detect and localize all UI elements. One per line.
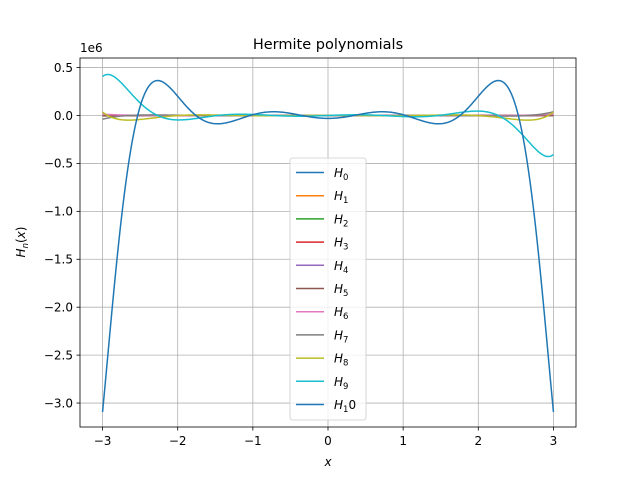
legend-label: H7 [334, 328, 348, 345]
legend-label-sub: 9 [343, 382, 348, 392]
legend-label-base: H [334, 259, 343, 273]
legend-label-sub: 6 [343, 312, 348, 322]
x-tick-label: −3 [94, 434, 112, 448]
y-axis-ticks: 0.5 0.0 −0.5 −1.0 −1.5 −2.0 −2.5 −3.0 [44, 61, 80, 410]
y-tick-label: −1.0 [44, 205, 73, 219]
y-tick-label: −3.0 [44, 396, 73, 410]
legend-label-sub: 1 [343, 196, 348, 206]
y-label-x: x [14, 230, 28, 239]
y-tick-label: −0.5 [44, 157, 73, 171]
y-label-sub: n [21, 243, 31, 248]
legend-label-base: H [334, 398, 343, 412]
y-tick-label: −2.5 [44, 348, 73, 362]
legend-box [289, 157, 367, 421]
y-tick-label: −2.0 [44, 300, 73, 314]
legend-label: H2 [334, 212, 348, 229]
series-line-9 [102, 73, 554, 158]
y-axis-offset-label: 1e6 [80, 41, 103, 55]
legend-label: H10 [334, 398, 356, 415]
legend-label-base: H [334, 282, 343, 296]
legend-label-sub: 4 [343, 266, 348, 276]
legend-label: H6 [334, 305, 348, 322]
legend-label-base: H [334, 236, 343, 250]
x-axis-label: x [323, 455, 332, 469]
y-tick-label: −1.5 [44, 253, 73, 267]
legend-label-base: H [334, 375, 343, 389]
series-line-10 [101, 79, 555, 413]
chart-title: Hermite polynomials [253, 37, 403, 53]
legend-label-tail: 0 [348, 398, 356, 412]
legend-label: H1 [334, 189, 348, 206]
legend-label-sub: 8 [343, 359, 348, 369]
x-tick-label: −2 [169, 434, 187, 448]
legend-label-base: H [334, 305, 343, 319]
legend-label-base: H [334, 328, 343, 342]
legend-label: H9 [334, 375, 348, 392]
legend-label-sub: 1 [343, 405, 348, 415]
legend-label: H4 [334, 259, 348, 276]
legend-label-sub: 2 [343, 219, 348, 229]
legend-label: H8 [334, 352, 348, 369]
x-tick-label: 2 [474, 434, 482, 448]
legend-label-sub: 7 [343, 335, 348, 345]
legend-label: H3 [334, 236, 348, 253]
x-axis-ticks: −3 −2 −1 0 1 2 3 [94, 427, 558, 448]
y-label-h: H [14, 248, 28, 257]
legend-label: H5 [334, 282, 348, 299]
x-tick-label: 0 [324, 434, 332, 448]
y-tick-label: 0.5 [54, 61, 73, 75]
series-lines [101, 73, 555, 413]
x-tick-label: 3 [550, 434, 558, 448]
y-tick-label: 0.0 [54, 109, 73, 123]
y-label-close: ) [14, 227, 28, 232]
legend-label-sub: 0 [343, 173, 348, 183]
legend-label-sub: 3 [343, 243, 348, 253]
x-tick-label: −1 [244, 434, 262, 448]
y-axis-label: Hn(x) [14, 227, 31, 258]
legend-label-base: H [334, 166, 343, 180]
legend-label-base: H [334, 212, 343, 226]
legend-label: H0 [334, 166, 348, 183]
legend-label-base: H [334, 189, 343, 203]
x-tick-label: 1 [399, 434, 407, 448]
legend-label-sub: 5 [343, 289, 348, 299]
legend-label-base: H [334, 352, 343, 366]
y-label-open: ( [14, 238, 28, 243]
